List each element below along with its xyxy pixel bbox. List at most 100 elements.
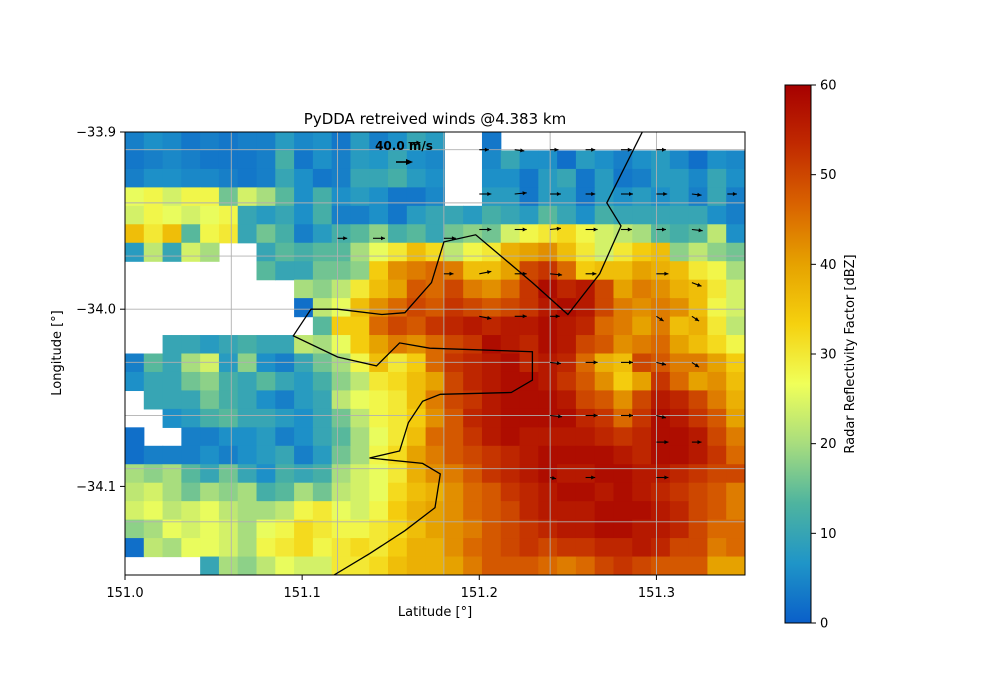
wind-vector-head: [697, 192, 702, 197]
heat-cell: [425, 279, 445, 299]
heat-cell: [519, 261, 539, 281]
heat-cell: [557, 408, 577, 428]
heat-cell: [519, 168, 539, 188]
heat-cell: [500, 187, 521, 207]
heat-cell: [726, 224, 745, 244]
heat-cell: [218, 408, 239, 428]
heat-cell: [181, 464, 201, 484]
heat-cell: [632, 242, 652, 262]
heat-cell: [350, 408, 370, 428]
heat-cell: [143, 390, 164, 410]
heat-cell: [669, 353, 690, 373]
heat-cell: [613, 501, 633, 521]
heat-cell: [688, 316, 709, 336]
heat-cell: [237, 427, 258, 447]
heat-cell: [726, 168, 745, 188]
heat-cell: [575, 150, 596, 170]
heat-cell: [218, 464, 239, 484]
heat-cell: [275, 150, 295, 170]
wind-vector-head: [662, 227, 666, 232]
heat-cell: [444, 390, 464, 410]
heat-cell: [125, 371, 145, 392]
heat-cell: [369, 390, 389, 410]
heat-cell: [557, 335, 577, 355]
heat-cell: [125, 187, 145, 207]
wind-vector-head: [593, 227, 598, 232]
x-tick-label: 151.1: [284, 586, 321, 601]
heat-cell: [594, 298, 615, 318]
wind-vector-head: [522, 271, 527, 276]
heat-cell: [463, 242, 483, 262]
heat-cell: [294, 464, 314, 484]
heat-cell: [538, 408, 558, 428]
heat-cell: [538, 390, 558, 410]
heat-cell: [312, 261, 333, 281]
heat-cell: [538, 353, 558, 373]
heat-cell: [575, 501, 596, 521]
heat-cell: [481, 501, 502, 521]
heat-cell: [726, 501, 745, 521]
heat-cell: [726, 408, 745, 428]
heat-cell: [669, 150, 690, 170]
heat-cell: [594, 464, 615, 484]
heat-cell: [444, 464, 464, 484]
heat-cell: [331, 261, 352, 281]
heat-cell: [519, 464, 539, 484]
heat-cell: [613, 538, 633, 558]
heat-cell: [575, 427, 596, 447]
heat-cell: [726, 371, 745, 392]
heat-cell: [594, 168, 615, 188]
wind-vector-head: [551, 476, 557, 480]
heat-cell: [331, 519, 352, 539]
heat-cell: [125, 168, 145, 188]
heat-cell: [688, 298, 709, 318]
heat-cell: [162, 445, 182, 465]
heat-cell: [312, 464, 333, 484]
heat-cell: [406, 279, 427, 299]
heat-cell: [707, 224, 727, 244]
heat-cell: [425, 335, 445, 355]
heat-cell: [275, 242, 295, 262]
heat-cell: [125, 353, 145, 373]
heat-cell: [557, 538, 577, 558]
heat-cell: [200, 427, 220, 447]
heat-cell: [312, 519, 333, 539]
heat-cell: [613, 427, 633, 447]
heat-cell: [575, 187, 596, 207]
wind-vector-head: [591, 147, 596, 152]
heat-cell: [237, 464, 258, 484]
wind-vector-head: [556, 361, 561, 366]
heat-cell: [331, 187, 352, 207]
heat-cell: [200, 371, 220, 392]
heat-cell: [125, 242, 145, 262]
heat-cell: [651, 316, 671, 336]
heat-cell: [707, 464, 727, 484]
heat-cell: [481, 427, 502, 447]
heat-cell: [557, 482, 577, 502]
heat-cell: [707, 187, 727, 207]
heat-cell: [500, 390, 521, 410]
heat-cell: [669, 298, 690, 318]
heat-cell: [162, 353, 182, 373]
heat-cell: [726, 187, 745, 207]
heat-cell: [331, 224, 352, 244]
heat-cell: [519, 501, 539, 521]
heat-cell: [237, 224, 258, 244]
heat-cell: [669, 224, 690, 244]
heat-cell: [707, 371, 727, 392]
heat-cell: [707, 242, 727, 262]
heat-cell: [181, 482, 201, 502]
heat-cell: [481, 279, 502, 299]
heat-cell: [481, 132, 502, 152]
heat-cell: [707, 335, 727, 355]
heat-cell: [388, 501, 408, 521]
heat-cell: [707, 482, 727, 502]
heat-cell: [125, 205, 145, 225]
heat-cell: [594, 538, 615, 558]
heat-cell: [406, 408, 427, 428]
heat-cell: [575, 335, 596, 355]
heat-cell: [369, 408, 389, 428]
heat-cell: [162, 482, 182, 502]
heat-cell: [406, 316, 427, 336]
heat-cell: [688, 390, 709, 410]
